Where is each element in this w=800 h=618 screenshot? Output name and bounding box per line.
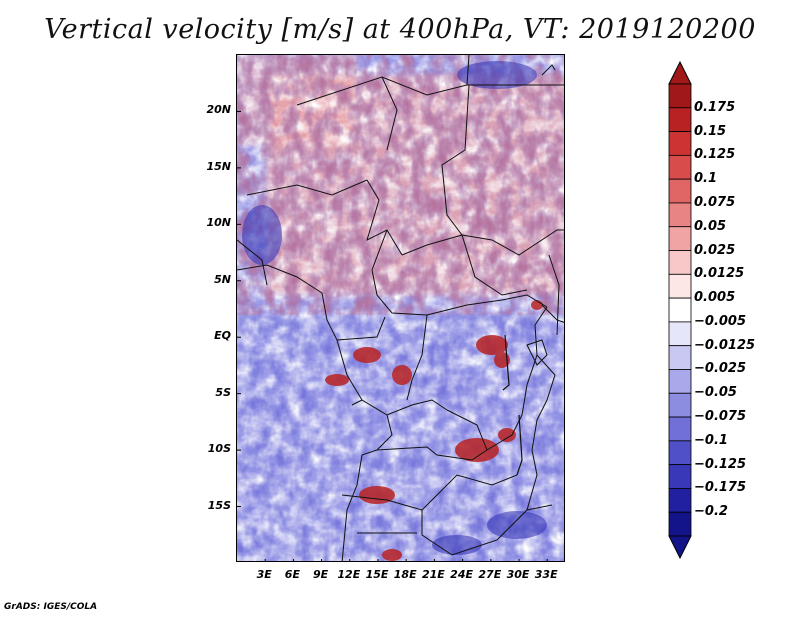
colorbar-tick-label: −0.175 [694,480,747,496]
colorbar-bin [668,154,692,180]
latitude-tick-label: 20N [206,103,231,117]
longitude-tick-label: 6E [284,568,300,581]
longitude-tick-label: 9E [313,568,329,581]
colorbar-bin [668,297,692,323]
colorbar-bin [668,369,692,394]
colorbar-tick-label: −0.05 [694,385,737,401]
colorbar-bin [668,83,692,109]
longitude-tick-label: 15E [365,568,389,581]
longitude-tick-label: 27E [478,568,502,581]
colorbar-bin [668,416,692,442]
country-borders [237,55,564,561]
footer-credit: GrADS: IGES/COLA [4,602,98,612]
colorbar-tick-label: 0.025 [694,242,736,258]
longitude-tick-label: 30E [506,568,530,581]
map-panel [236,54,565,562]
longitude-tick-label: 12E [337,568,361,581]
strong-downdraft-patches [242,61,547,555]
field-texture-red [237,55,564,315]
colorbar-bin [668,511,692,537]
colorbar-bin [668,178,692,204]
latitude-tick-label: 10N [206,216,231,230]
colorbar-bin [668,131,692,156]
colorbar-bin [668,202,692,228]
colorbar-bin [668,107,692,132]
colorbar-bin [668,321,692,347]
colorbar-tick-label: −0.005 [694,313,747,329]
colorbar-tick-label: −0.125 [694,456,747,472]
colorbar-tick-label: 0.125 [694,147,736,163]
longitude-tick-label: 33E [534,568,558,581]
longitude-tick-label: 3E [256,568,272,581]
colorbar-tick-label: 0.05 [694,218,727,234]
colorbar-bin [668,250,692,275]
plot-title: Vertical velocity [m/s] at 400hPa, VT: 2… [44,14,756,45]
latitude-tick-label: 10S [207,442,231,456]
colorbar-bin [668,226,692,251]
colorbar-bin [668,273,692,299]
longitude-tick-label: 18E [393,568,417,581]
colorbar-bin [668,345,692,370]
colorbar-tick-label: −0.075 [694,409,747,425]
colorbar-bin [668,488,692,513]
colorbar-tick-label: 0.1 [694,171,718,187]
latitude-tick-label: 5S [215,385,231,399]
vertical-velocity-field [237,55,564,561]
colorbar-tick-label: 0.175 [694,99,736,115]
latitude-tick-label: 15S [207,498,231,512]
colorbar-bin [668,392,692,418]
strong-updraft-patches [325,300,543,561]
colorbar-tick-label: 0.005 [694,290,736,306]
colorbar-tick-label: 0.0125 [694,266,745,282]
colorbar-tick-label: 0.075 [694,194,736,210]
colorbar-tick-label: −0.2 [694,504,728,520]
longitude-tick-label: 21E [421,568,445,581]
latitude-tick-label: EQ [214,329,231,343]
colorbar-bin [668,464,692,489]
colorbar-tick-label: −0.1 [694,432,728,448]
axis-ticks [237,110,548,561]
latitude-tick-label: 15N [206,159,231,173]
colorbar-bin [668,440,692,466]
colorbar [668,60,692,560]
colorbar-tick-label: −0.025 [694,361,747,377]
latitude-tick-label: 5N [214,272,231,286]
colorbar-over-arrow [668,60,692,85]
longitude-tick-label: 24E [450,568,474,581]
colorbar-tick-label: −0.0125 [694,337,756,353]
colorbar-tick-label: 0.15 [694,123,727,139]
colorbar-under-arrow [668,535,692,560]
